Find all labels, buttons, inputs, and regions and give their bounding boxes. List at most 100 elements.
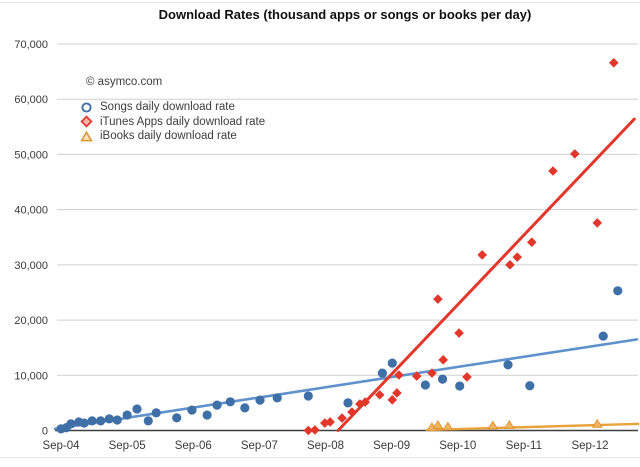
data-point <box>337 413 347 423</box>
data-point <box>462 372 472 382</box>
data-point <box>392 388 402 398</box>
data-point <box>487 420 499 430</box>
data-point <box>303 425 314 436</box>
data-point <box>591 418 603 428</box>
data-point <box>527 237 537 248</box>
chart-title: Download Rates (thousand apps or songs o… <box>158 7 532 22</box>
data-point <box>360 397 370 407</box>
data-point <box>377 368 387 378</box>
data-point <box>598 331 608 341</box>
data-point <box>512 252 523 262</box>
x-tick-label: Sep-08 <box>307 440 344 452</box>
itunes-apps-trend-line <box>336 117 636 432</box>
data-point <box>525 381 535 391</box>
watermark: © asymco.com <box>86 76 163 88</box>
data-point <box>503 419 515 429</box>
legend-item-songs: Songs daily download rate <box>80 100 265 115</box>
legend-glyph <box>80 130 93 142</box>
data-point <box>374 390 385 400</box>
data-point <box>143 416 153 426</box>
data-point <box>96 416 106 426</box>
ibooks-trend-line <box>425 422 640 432</box>
data-point <box>355 399 365 409</box>
data-point <box>66 419 76 429</box>
legend-label-itunes-apps: iTunes Apps daily download rate <box>100 115 266 128</box>
data-point <box>325 417 335 427</box>
data-point <box>225 397 235 407</box>
data-point <box>104 414 114 424</box>
data-point <box>112 415 122 425</box>
data-point <box>87 416 97 426</box>
songs-circle-marker-icon <box>81 102 92 113</box>
ibooks-triangle-marker-icon <box>80 130 93 142</box>
legend-item-itunes-apps: iTunes Apps daily download rate <box>80 115 265 130</box>
data-point <box>442 421 454 431</box>
songs-trend-line <box>53 338 639 431</box>
data-point <box>240 403 250 413</box>
x-tick-label: Sep-07 <box>241 440 278 452</box>
data-point <box>122 410 132 420</box>
y-tick-label: 60,000 <box>14 94 48 106</box>
x-tick-label: Sep-05 <box>109 440 146 452</box>
data-point <box>437 374 448 384</box>
x-tick-label: Sep-09 <box>373 440 410 452</box>
data-point <box>347 407 357 417</box>
x-tick-label: Sep-12 <box>571 440 608 452</box>
itunes-apps-diamond-marker-icon <box>80 115 93 128</box>
data-point <box>310 425 320 435</box>
data-point <box>433 294 443 304</box>
data-point <box>427 368 437 378</box>
songs-series <box>56 286 623 434</box>
data-point <box>505 260 515 270</box>
y-tick-label: 50,000 <box>14 149 48 161</box>
data-point <box>343 398 353 408</box>
data-point <box>387 395 398 405</box>
data-point <box>609 57 619 68</box>
legend-glyph <box>81 102 92 113</box>
data-point <box>503 360 513 370</box>
data-point <box>411 371 422 381</box>
data-point <box>320 418 330 428</box>
legend-label-ibooks: iBooks daily download rate <box>100 130 237 143</box>
data-point <box>132 404 142 414</box>
y-tick-label: 70,000 <box>14 39 48 51</box>
data-point <box>454 328 464 338</box>
data-point <box>477 250 488 260</box>
data-point <box>187 405 197 415</box>
data-point <box>272 393 282 403</box>
legend-label-songs: Songs daily download rate <box>100 101 235 114</box>
data-point <box>172 413 182 423</box>
x-tick-label: Sep-06 <box>175 440 212 452</box>
data-point <box>79 418 89 428</box>
x-tick-label: Sep-04 <box>42 440 80 452</box>
data-point <box>387 358 397 368</box>
itunes-apps-series <box>303 57 619 436</box>
data-point <box>613 286 623 296</box>
data-point <box>438 355 449 365</box>
ibooks-series <box>426 418 603 432</box>
data-point <box>548 166 558 176</box>
y-tick-label: 40,000 <box>14 205 48 217</box>
y-tick-label: 0 <box>42 426 48 438</box>
data-point <box>432 419 444 429</box>
data-point <box>202 410 212 420</box>
legend-glyph <box>80 115 93 128</box>
legend-item-ibooks: iBooks daily download rate <box>80 129 265 144</box>
x-tick-label: Sep-11 <box>506 440 542 452</box>
x-tick-label: Sep-10 <box>439 440 476 452</box>
data-point <box>151 408 161 418</box>
data-point <box>303 391 313 401</box>
y-tick-label: 30,000 <box>14 260 48 272</box>
data-point <box>455 381 465 391</box>
y-tick-label: 10,000 <box>14 370 48 382</box>
data-point <box>592 218 603 228</box>
data-point <box>212 400 222 410</box>
data-point <box>255 395 265 405</box>
y-tick-label: 20,000 <box>14 315 48 327</box>
chart-legend: Songs daily download rate iTunes Apps da… <box>80 100 265 144</box>
data-point <box>420 380 430 390</box>
data-point <box>569 149 580 159</box>
data-point <box>394 370 404 380</box>
